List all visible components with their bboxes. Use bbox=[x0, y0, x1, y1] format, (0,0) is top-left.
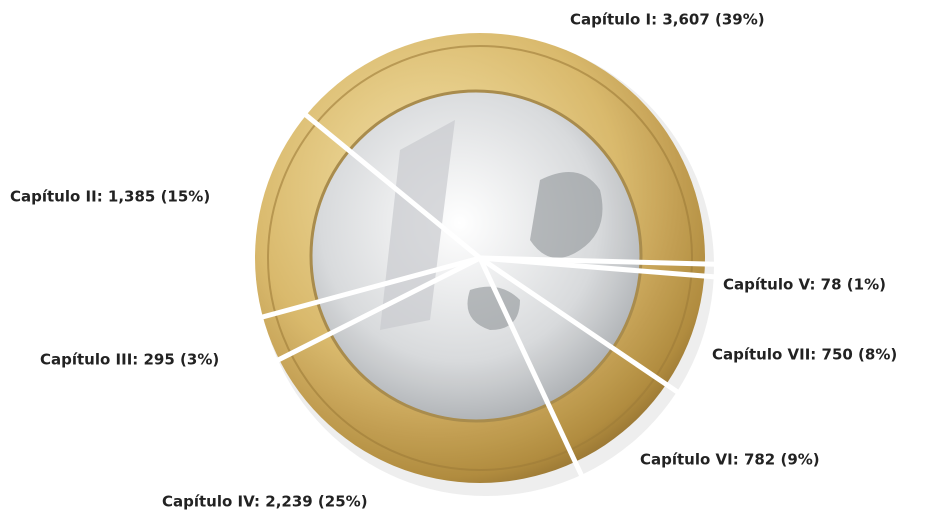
slice-separator bbox=[242, 255, 481, 325]
coin bbox=[255, 33, 714, 496]
slice-label: Capítulo I: 3,607 (39%) bbox=[570, 11, 765, 29]
slice-separator bbox=[477, 256, 586, 482]
coin-map bbox=[467, 172, 603, 330]
slice-label: Capítulo IV: 2,239 (25%) bbox=[162, 493, 368, 511]
slice-label: Capítulo VI: 782 (9%) bbox=[640, 451, 820, 469]
slice-separator bbox=[478, 255, 685, 398]
slice-separator bbox=[260, 255, 482, 371]
slice-separator bbox=[289, 100, 482, 260]
coin-rim bbox=[267, 45, 693, 471]
slice-label: Capítulo V: 78 (1%) bbox=[723, 276, 886, 294]
slice-label: Capítulo III: 295 (3%) bbox=[40, 351, 219, 369]
slice-label: Capítulo II: 1,385 (15%) bbox=[10, 188, 210, 206]
slice-label: Capítulo VII: 750 (8%) bbox=[712, 346, 897, 364]
slice-separator bbox=[479, 255, 725, 281]
